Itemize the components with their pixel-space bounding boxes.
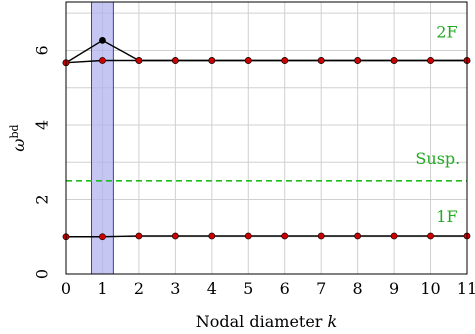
data-point xyxy=(281,232,289,240)
data-point xyxy=(208,57,216,64)
y-axis-label-sup: bd xyxy=(8,124,21,138)
data-point xyxy=(99,36,106,44)
data-point xyxy=(354,232,362,240)
data-point xyxy=(135,232,143,240)
data-point xyxy=(281,57,289,64)
data-point xyxy=(135,57,143,64)
annotation-label: Susp. xyxy=(415,149,460,168)
x-tick-label: 1 xyxy=(97,279,107,298)
y-tick-label: 6 xyxy=(33,45,52,55)
x-tick-label: 10 xyxy=(420,279,440,298)
data-point xyxy=(244,232,252,240)
data-point xyxy=(244,57,252,64)
x-tick-label: 5 xyxy=(243,279,253,298)
data-point xyxy=(171,232,179,240)
series-lines xyxy=(65,39,467,238)
series-line-1 xyxy=(65,59,467,64)
y-tick-labels: 0 2 4 6 xyxy=(33,45,52,279)
data-point xyxy=(171,57,179,64)
data-point xyxy=(317,232,325,240)
data-point xyxy=(354,57,362,64)
series-points xyxy=(62,36,471,241)
x-tick-label: 2 xyxy=(134,279,144,298)
grid xyxy=(65,2,468,274)
data-point xyxy=(427,232,434,240)
x-tick-label: 11 xyxy=(457,279,475,298)
y-tick-label: 2 xyxy=(33,194,52,204)
annotations: 2F Susp. 1F xyxy=(415,22,460,225)
x-tick-labels: 0 1 2 3 4 5 6 7 8 9 10 11 xyxy=(61,279,475,298)
y-tick-label: 0 xyxy=(33,269,52,279)
data-point xyxy=(317,57,325,64)
data-point xyxy=(390,232,398,240)
x-axis-label-text: Nodal diameter xyxy=(196,312,328,331)
data-point xyxy=(427,57,434,64)
x-tick-label: 0 xyxy=(61,279,71,298)
y-axis-label-base: ω xyxy=(9,139,28,152)
x-tick-label: 8 xyxy=(353,279,363,298)
annotation-label: 1F xyxy=(436,207,457,226)
series-line-2 xyxy=(66,235,467,238)
data-point xyxy=(208,232,216,240)
x-tick-label: 4 xyxy=(207,279,217,298)
annotation-label: 2F xyxy=(436,22,457,41)
x-tick-label: 6 xyxy=(280,279,290,298)
y-axis-label: ωbd xyxy=(8,124,28,151)
x-tick-label: 3 xyxy=(170,279,180,298)
data-point xyxy=(99,57,106,64)
plot-frame xyxy=(65,1,468,275)
y-tick-label: 4 xyxy=(33,120,52,130)
data-point xyxy=(390,57,398,64)
x-axis-label: Nodal diameter k xyxy=(196,312,338,331)
data-point xyxy=(99,233,106,241)
series-line-0 xyxy=(65,39,467,64)
x-tick-label: 7 xyxy=(316,279,326,298)
x-tick-label: 9 xyxy=(389,279,399,298)
x-axis-label-var: k xyxy=(328,312,338,331)
